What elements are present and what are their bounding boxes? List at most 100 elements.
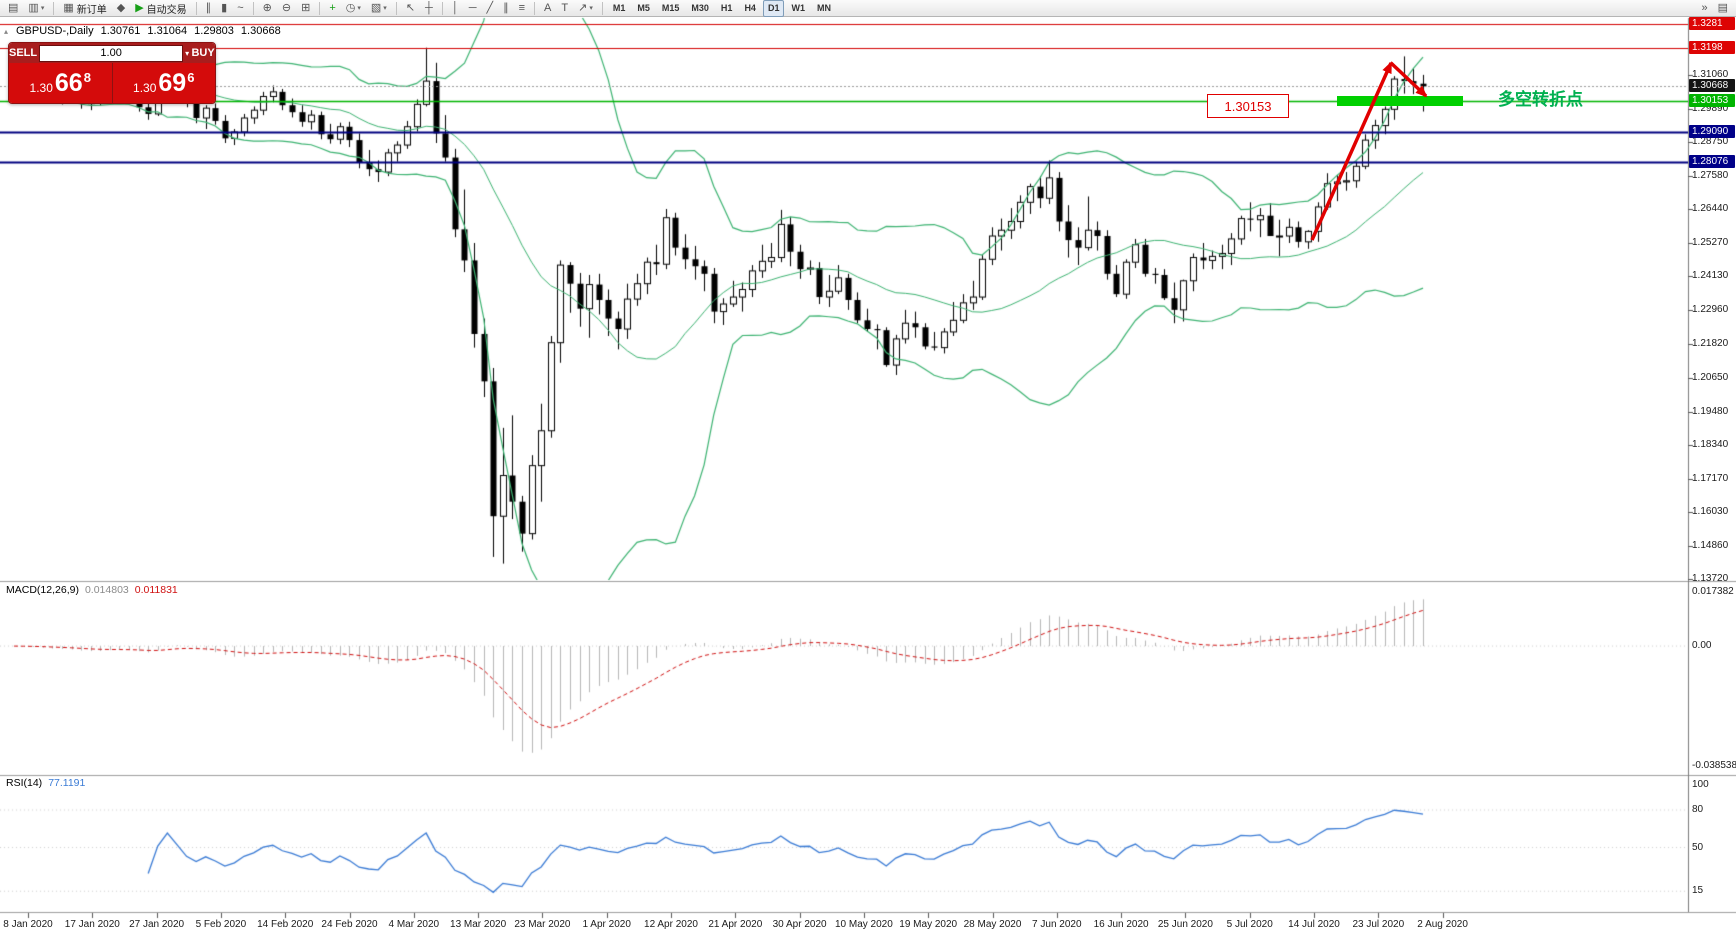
date-label: 12 Apr 2020: [644, 919, 698, 930]
profiles-button[interactable]: ▥ ▾: [28, 1, 45, 14]
sell-button[interactable]: SELL: [9, 47, 38, 59]
chart-title: GBPUSD-,Daily 1.30761 1.31064 1.29803 1.3066…: [16, 25, 288, 37]
chart-list-button[interactable]: ▤: [1717, 1, 1728, 14]
label-button[interactable]: T: [561, 1, 569, 14]
date-label: 2 Aug 2020: [1417, 919, 1468, 930]
tf-w1-button[interactable]: W1: [791, 3, 805, 13]
sell-price-pips: 66: [54, 68, 83, 97]
volume-input[interactable]: [39, 44, 184, 62]
crosshair-button[interactable]: ┼: [425, 1, 433, 14]
toolbar-separator: [252, 1, 254, 15]
buy-button[interactable]: BUY: [191, 47, 215, 59]
tf-d1-button[interactable]: D1: [762, 0, 785, 17]
hline-button[interactable]: ─: [468, 1, 477, 14]
sell-price-button[interactable]: 1.30 66 8: [9, 63, 113, 103]
fibonacci-button[interactable]: ≡: [518, 1, 526, 14]
date-label: 5 Feb 2020: [195, 919, 247, 930]
toolbar-separator: [601, 1, 603, 15]
price-axis-label: 1.19480: [1692, 405, 1729, 417]
tf-mn-button[interactable]: MN: [816, 3, 831, 13]
date-label: 5 Jul 2020: [1226, 919, 1273, 930]
buy-price-pips: 69: [158, 68, 187, 97]
buy-price-button[interactable]: 1.30 69 6: [113, 63, 216, 103]
rsi-axis-label: 15: [1692, 885, 1704, 897]
date-label: 4 Mar 2020: [388, 919, 440, 930]
rsi-indicator-label: RSI(14) 77.1191: [6, 777, 85, 789]
tf-m5-button[interactable]: M5: [637, 3, 650, 13]
price-axis-label: 1.31060: [1692, 69, 1729, 80]
price-axis-label: 1.18340: [1692, 438, 1729, 450]
trendline-button[interactable]: ╱: [486, 1, 494, 14]
support-zone-highlight[interactable]: [1337, 96, 1463, 106]
vline-button[interactable]: │: [451, 1, 459, 14]
tile-windows-button[interactable]: ⊞: [301, 1, 311, 14]
price-axis-label: 1.17170: [1692, 472, 1729, 484]
text-button[interactable]: A: [544, 1, 552, 14]
templates-button[interactable]: ▧ ▾: [370, 1, 387, 14]
date-label: 7 Jun 2020: [1032, 919, 1082, 930]
new-chart-button[interactable]: ▤: [8, 1, 19, 14]
tf-h4-button[interactable]: H4: [744, 3, 756, 13]
ohlc-low: 1.29803: [194, 25, 234, 37]
channel-button[interactable]: ∥: [503, 1, 509, 14]
candles-button[interactable]: ▮: [221, 1, 228, 14]
autotrading-button[interactable]: ▶ 自动交易: [135, 1, 187, 16]
annotation-note-text[interactable]: 多空转折点: [1498, 90, 1583, 109]
price-marker-label: 1.3281: [1689, 17, 1735, 31]
price-axis-label: 1.14860: [1692, 539, 1729, 551]
price-axis-label: 1.20650: [1692, 371, 1729, 383]
zoom-in-button[interactable]: ⊕: [262, 1, 272, 14]
periods-button[interactable]: ◷ ▾: [345, 1, 361, 14]
line-chart-button[interactable]: ~: [237, 1, 244, 14]
macd-signal-value: 0.011831: [134, 584, 178, 596]
zoom-out-button[interactable]: ⊖: [281, 1, 292, 14]
price-callout-box[interactable]: 1.30153: [1207, 94, 1289, 118]
tf-m30-button[interactable]: M30: [691, 3, 709, 13]
new-order-button[interactable]: ▦ 新订单: [63, 1, 107, 16]
sell-price-fraction: 8: [83, 70, 91, 85]
date-label: 23 Mar 2020: [514, 919, 571, 930]
price-axis-label: 1.25270: [1692, 237, 1729, 249]
arrows-button[interactable]: ↗ ▾: [578, 1, 593, 14]
date-label: 21 Apr 2020: [708, 919, 763, 930]
volume-options-caret-icon[interactable]: ▾: [185, 48, 190, 58]
date-label: 1 Apr 2020: [582, 919, 631, 930]
price-marker-label: 1.30668: [1689, 79, 1735, 93]
indicators-button[interactable]: +: [329, 1, 336, 14]
macd-value: 0.014803: [84, 584, 129, 596]
rsi-axis-label: 100: [1692, 779, 1709, 790]
macd-axis-label: 0.00: [1692, 640, 1712, 652]
one-click-toggle-icon[interactable]: ▴: [4, 27, 9, 36]
toolbar-separator: [441, 1, 443, 15]
price-axis-label: 1.24130: [1692, 270, 1729, 282]
tf-m1-button[interactable]: M1: [612, 3, 626, 13]
volume-wrap: ▾: [37, 43, 192, 63]
toolbar-overflow-button[interactable]: »: [1701, 1, 1708, 14]
date-label: 23 Jul 2020: [1352, 919, 1405, 930]
date-label: 8 Jan 2020: [3, 919, 53, 930]
date-label: 17 Jan 2020: [64, 919, 120, 930]
toolbar-separator: [319, 1, 321, 15]
date-label: 28 May 2020: [963, 919, 1022, 930]
toolbar-separator: [195, 1, 197, 15]
toolbar-separator: [395, 1, 397, 15]
price-marker-label: 1.3198: [1689, 41, 1735, 55]
date-label: 27 Jan 2020: [129, 919, 185, 930]
tf-h1-button[interactable]: H1: [720, 3, 733, 13]
cursor-button[interactable]: ↖: [405, 1, 416, 14]
tf-m15-button[interactable]: M15: [661, 3, 680, 13]
macd-axis-label: 0.017382: [1692, 586, 1734, 597]
date-label: 25 Jun 2020: [1157, 919, 1213, 930]
ohlc-high: 1.31064: [147, 25, 188, 37]
bars-button[interactable]: ∥: [205, 1, 212, 14]
price-axis-label: 1.26440: [1692, 203, 1729, 215]
price-axis-label: 1.22960: [1692, 304, 1729, 316]
metaeditor-button[interactable]: ◆: [116, 1, 126, 14]
rsi-value: 77.1191: [48, 777, 86, 789]
date-label: 14 Feb 2020: [257, 919, 314, 930]
buy-price-base: 1.30: [133, 80, 157, 95]
price-marker-label: 1.30153: [1689, 94, 1735, 108]
rsi-axis-label: 50: [1692, 841, 1704, 853]
